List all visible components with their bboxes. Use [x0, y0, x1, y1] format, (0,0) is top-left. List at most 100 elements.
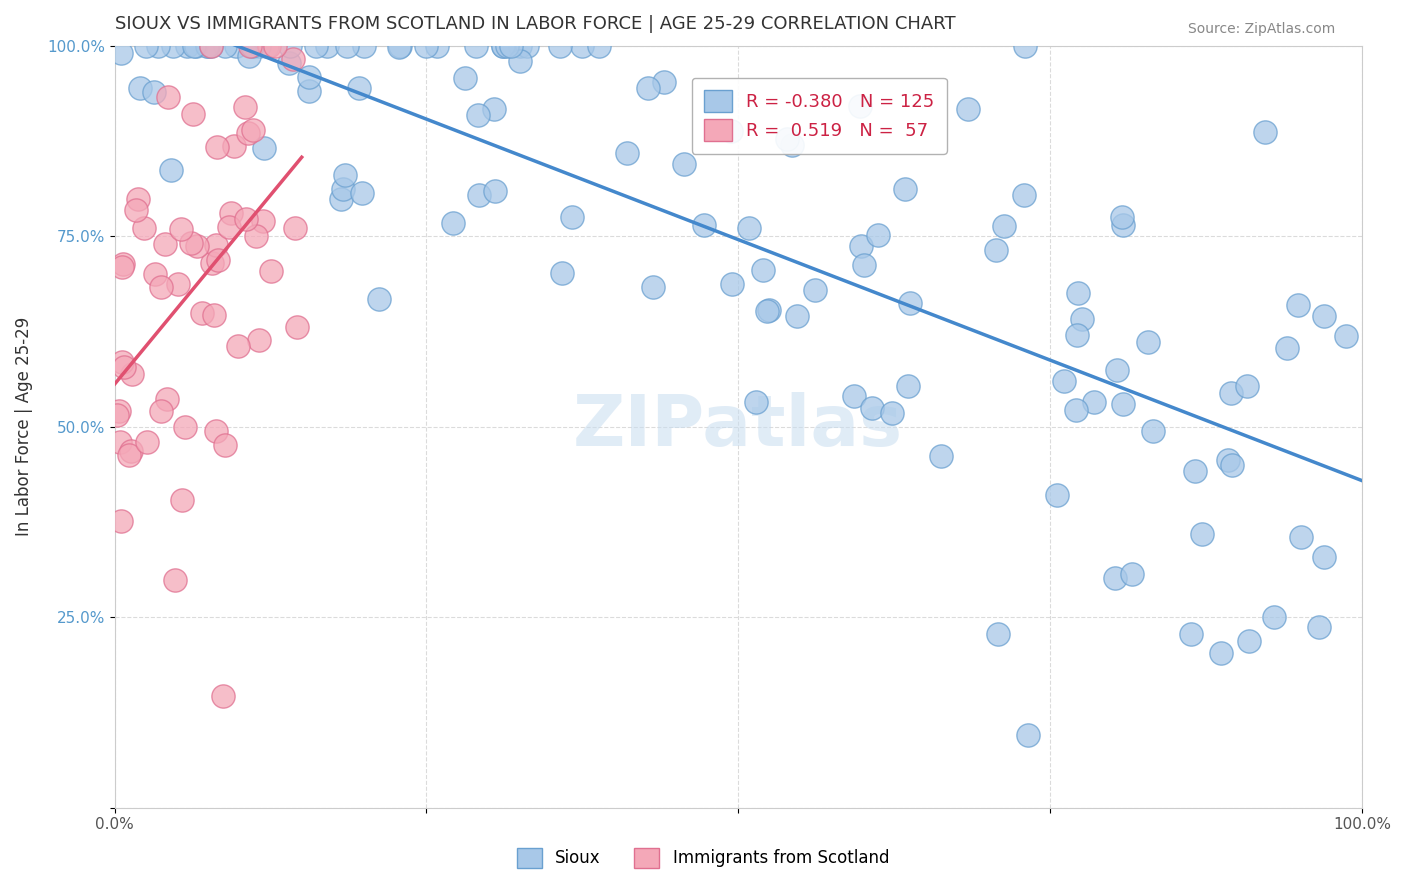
Point — [803, 284, 825, 298]
Point — [851, 239, 873, 253]
Point — [388, 39, 411, 54]
Point — [738, 221, 761, 235]
Point — [166, 277, 188, 292]
Point — [245, 229, 267, 244]
Point — [454, 71, 477, 86]
Point — [142, 85, 165, 99]
Point — [986, 244, 1008, 258]
Point — [752, 263, 775, 277]
Point — [866, 228, 889, 243]
Point — [226, 338, 249, 352]
Point — [277, 56, 299, 70]
Point — [143, 267, 166, 281]
Point — [1017, 728, 1039, 742]
Point — [146, 38, 169, 53]
Point — [1191, 527, 1213, 541]
Point — [1083, 395, 1105, 409]
Point — [1067, 286, 1090, 301]
Point — [1219, 385, 1241, 400]
Point — [233, 100, 256, 114]
Point — [1012, 187, 1035, 202]
Point — [330, 192, 353, 206]
Point — [1180, 627, 1202, 641]
Point — [170, 493, 193, 508]
Point — [207, 140, 229, 154]
Point — [1253, 125, 1275, 139]
Point — [492, 38, 515, 53]
Legend: Sioux, Immigrants from Scotland: Sioux, Immigrants from Scotland — [510, 841, 896, 875]
Point — [260, 264, 283, 278]
Point — [1104, 571, 1126, 585]
Point — [239, 38, 262, 53]
Point — [222, 139, 245, 153]
Point — [214, 38, 236, 53]
Point — [786, 310, 808, 324]
Point — [240, 38, 263, 53]
Point — [745, 395, 768, 409]
Point — [200, 38, 222, 53]
Point — [1211, 646, 1233, 660]
Point — [467, 108, 489, 122]
Point — [238, 126, 260, 140]
Point — [842, 389, 865, 403]
Text: SIOUX VS IMMIGRANTS FROM SCOTLAND IN LABOR FORCE | AGE 25-29 CORRELATION CHART: SIOUX VS IMMIGRANTS FROM SCOTLAND IN LAB… — [115, 15, 955, 33]
Point — [129, 81, 152, 95]
Point — [110, 434, 132, 449]
Point — [252, 213, 274, 227]
Point — [1070, 312, 1092, 326]
Point — [758, 302, 780, 317]
Point — [347, 81, 370, 95]
Point — [1216, 453, 1239, 467]
Point — [862, 401, 884, 416]
Point — [509, 54, 531, 69]
Point — [186, 239, 208, 253]
Point — [218, 220, 240, 235]
Point — [112, 257, 135, 271]
Point — [225, 38, 247, 53]
Point — [285, 319, 308, 334]
Point — [108, 404, 131, 418]
Point — [495, 38, 517, 53]
Point — [150, 280, 173, 294]
Point — [336, 38, 359, 53]
Point — [263, 38, 285, 53]
Point — [516, 38, 538, 53]
Point — [162, 38, 184, 53]
Point — [1263, 609, 1285, 624]
Point — [156, 392, 179, 406]
Point — [1066, 403, 1088, 417]
Point — [672, 157, 695, 171]
Point — [298, 84, 321, 98]
Point — [1313, 309, 1336, 323]
Point — [197, 38, 219, 53]
Point — [353, 38, 375, 53]
Point — [298, 70, 321, 84]
Point — [110, 514, 132, 528]
Point — [238, 49, 260, 63]
Point — [551, 266, 574, 280]
Point — [571, 38, 593, 53]
Point — [548, 38, 571, 53]
Point — [335, 168, 357, 182]
Point — [1334, 329, 1357, 343]
Point — [163, 573, 186, 587]
Point — [721, 277, 744, 291]
Point — [426, 38, 449, 53]
Point — [125, 203, 148, 218]
Point — [957, 102, 980, 116]
Point — [256, 38, 278, 53]
Point — [135, 38, 157, 53]
Point — [1111, 218, 1133, 232]
Point — [121, 368, 143, 382]
Point — [849, 99, 872, 113]
Point — [207, 252, 229, 267]
Point — [200, 38, 222, 53]
Point — [1014, 38, 1036, 53]
Point — [780, 137, 803, 152]
Text: Source: ZipAtlas.com: Source: ZipAtlas.com — [1188, 22, 1336, 37]
Point — [1046, 488, 1069, 502]
Point — [1121, 566, 1143, 581]
Point — [415, 38, 437, 53]
Point — [897, 378, 920, 392]
Point — [184, 38, 207, 53]
